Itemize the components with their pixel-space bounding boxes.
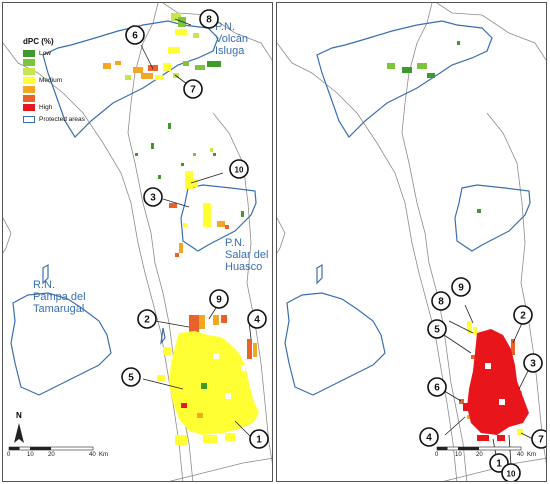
legend-swatch bbox=[23, 104, 35, 111]
tamarugal-outline bbox=[10, 292, 112, 396]
legend-row bbox=[23, 67, 133, 76]
right-map-canvas bbox=[277, 3, 546, 481]
legend-swatch bbox=[23, 116, 35, 123]
map-panel-right: 0 10 20 40 Km 1 2 3 4 5 6 7 8 9 10 bbox=[276, 2, 547, 482]
callout-number: 5 bbox=[434, 325, 440, 336]
callout-number: 6 bbox=[132, 31, 138, 42]
legend-swatch bbox=[23, 77, 35, 84]
callout-circle bbox=[419, 427, 439, 447]
scale-tick: 10 bbox=[27, 452, 34, 458]
scale-tick: 10 bbox=[455, 452, 462, 458]
label-salar-huasco: P.N. Salar del Huasco bbox=[225, 237, 268, 273]
scale-unit: Km bbox=[99, 452, 108, 458]
label-volcan-isluga: P.N. Volcán Isluga bbox=[215, 21, 248, 57]
callout-number: 7 bbox=[190, 85, 196, 96]
legend-row: High bbox=[23, 103, 133, 112]
north-arrow-icon-left bbox=[14, 423, 24, 443]
callout-number: 4 bbox=[426, 433, 432, 444]
map-panel-left: dPC (%) Low Medium High Protected areas … bbox=[2, 2, 273, 482]
pa-line: Isluga bbox=[215, 45, 245, 57]
legend-row: Low bbox=[23, 49, 133, 58]
callout-circle bbox=[427, 377, 447, 397]
callout-circle bbox=[143, 187, 163, 207]
legend-swatch bbox=[23, 68, 35, 75]
legend-title: dPC (%) bbox=[23, 37, 54, 46]
pa-line: Pampa del bbox=[33, 291, 86, 303]
label-pampa-tamarugal: R.N. Pampa del Tamarugal bbox=[33, 279, 86, 315]
legend-row bbox=[23, 58, 133, 67]
callout-number: 5 bbox=[128, 373, 134, 384]
legend: dPC (%) Low Medium High Protected areas bbox=[23, 37, 133, 124]
habitat-patches-right bbox=[387, 41, 529, 441]
callout-circle bbox=[431, 291, 451, 311]
callout-circle bbox=[125, 25, 145, 45]
callout-circle bbox=[229, 159, 249, 179]
callout-circle bbox=[427, 319, 447, 339]
callout-number: 1 bbox=[496, 459, 502, 470]
callout-circle bbox=[247, 309, 267, 329]
pa-line: P.N. bbox=[225, 237, 245, 249]
pa-line: Huasco bbox=[225, 261, 263, 273]
legend-swatch bbox=[23, 59, 35, 66]
callout-number: 9 bbox=[216, 295, 222, 306]
scale-tick: 0 bbox=[435, 452, 439, 458]
legend-row bbox=[23, 85, 133, 94]
legend-label: Low bbox=[39, 50, 51, 57]
callout-number: 2 bbox=[520, 311, 526, 322]
callout-leaders-left bbox=[140, 18, 254, 440]
callout-circle bbox=[531, 429, 546, 449]
legend-swatch bbox=[23, 95, 35, 102]
legend-row: Medium bbox=[23, 76, 133, 85]
callout-number: 9 bbox=[458, 283, 464, 294]
callout-number: 10 bbox=[235, 166, 244, 175]
callout-circle bbox=[451, 277, 471, 297]
callout-number: 8 bbox=[206, 15, 212, 26]
legend-swatch bbox=[23, 50, 35, 57]
scale-tick: 40 bbox=[89, 452, 96, 458]
callout-circle bbox=[137, 309, 157, 329]
callout-number: 3 bbox=[530, 359, 536, 370]
legend-swatch bbox=[23, 86, 35, 93]
scale-tick: 20 bbox=[476, 452, 483, 458]
legend-label: High bbox=[39, 104, 53, 111]
salar-huasco-outline bbox=[180, 184, 257, 252]
scale-bar-right bbox=[436, 446, 522, 451]
scale-tick: 20 bbox=[48, 452, 55, 458]
pa-line: P.N. bbox=[215, 21, 235, 33]
callout-number: 2 bbox=[144, 315, 150, 326]
tamarugal-small bbox=[42, 263, 49, 285]
pa-line: R.N. bbox=[33, 279, 55, 291]
pa-line: Salar del bbox=[225, 249, 269, 261]
callout-number: 8 bbox=[438, 297, 444, 308]
legend-label: Protected areas bbox=[39, 116, 85, 123]
scale-unit: Km bbox=[527, 452, 536, 458]
scale-tick: 40 bbox=[517, 452, 524, 458]
callout-circle bbox=[183, 79, 203, 99]
callout-circle bbox=[501, 463, 521, 481]
callout-number: 4 bbox=[254, 315, 260, 326]
left-callouts: 1 2 3 4 5 6 7 8 9 10 bbox=[121, 9, 269, 449]
scale-bar-left bbox=[8, 446, 94, 451]
scale-tick: 0 bbox=[7, 452, 11, 458]
callout-circle bbox=[249, 429, 269, 449]
legend-row: Protected areas bbox=[23, 115, 133, 124]
right-callouts: 1 2 3 4 5 6 7 8 9 10 bbox=[419, 277, 546, 481]
callout-number: 3 bbox=[150, 193, 156, 204]
callout-number: 10 bbox=[507, 470, 516, 479]
callout-leaders-right bbox=[440, 304, 534, 466]
callout-number: 6 bbox=[434, 383, 440, 394]
legend-row bbox=[23, 94, 133, 103]
left-map-canvas bbox=[3, 3, 272, 481]
pa-line: Tamarugal bbox=[33, 303, 85, 315]
callout-circle bbox=[513, 305, 533, 325]
north-label: N bbox=[16, 411, 22, 420]
callout-number: 1 bbox=[256, 435, 262, 446]
callout-circle bbox=[199, 9, 219, 29]
legend-label: Medium bbox=[39, 77, 63, 84]
callout-number: 7 bbox=[538, 435, 544, 446]
callout-circle bbox=[209, 289, 229, 309]
pa-line: Volcán bbox=[215, 33, 249, 45]
callout-circle bbox=[523, 353, 543, 373]
callout-circle bbox=[121, 367, 141, 387]
